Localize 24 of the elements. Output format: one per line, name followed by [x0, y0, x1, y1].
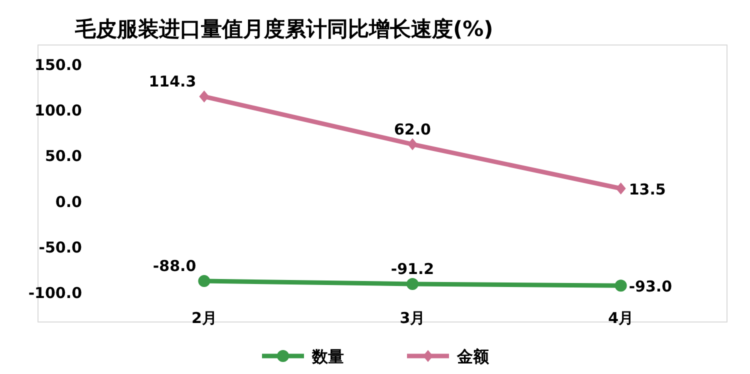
x-tick-label: 4月	[608, 309, 634, 327]
data-label: -88.0	[152, 257, 196, 276]
data-label: 114.3	[148, 72, 196, 91]
point	[198, 275, 210, 288]
point	[614, 280, 627, 292]
point	[199, 90, 210, 103]
legend-label: 数量	[311, 347, 344, 366]
point	[408, 138, 418, 150]
legend-label: 金额	[456, 347, 490, 366]
point	[616, 182, 626, 194]
chart-title: 毛皮服装进口量值月度累计同比增长速度(%)	[74, 17, 494, 41]
data-label: -93.0	[628, 278, 672, 296]
y-tick-label: 150.0	[34, 56, 82, 74]
data-label: 13.5	[628, 180, 666, 198]
x-tick-label: 3月	[400, 309, 426, 327]
y-tick-label: -100.0	[28, 284, 82, 302]
y-tick-label: 100.0	[34, 102, 82, 120]
y-tick-label: 50.0	[44, 147, 82, 166]
x-tick-label: 2月	[191, 309, 217, 327]
y-tick-label: 0.0	[55, 192, 82, 211]
y-tick-label: -50.0	[38, 238, 82, 256]
data-label: -91.2	[390, 260, 434, 278]
point	[406, 278, 418, 290]
data-label: 62.0	[394, 120, 432, 138]
